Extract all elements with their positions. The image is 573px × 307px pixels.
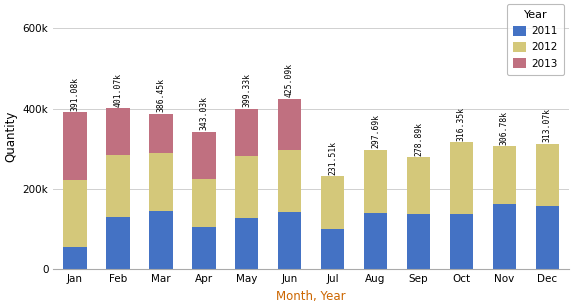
Bar [321, 229, 344, 270]
Bar [192, 179, 215, 227]
Text: 399.33k: 399.33k [242, 73, 251, 107]
Text: 343.03k: 343.03k [199, 96, 208, 130]
Text: 313.07k: 313.07k [543, 108, 552, 142]
Bar [364, 213, 387, 270]
Bar [536, 206, 559, 270]
Text: 391.08k: 391.08k [70, 76, 79, 111]
Text: 297.69k: 297.69k [371, 114, 380, 148]
Bar [493, 146, 516, 204]
Bar [450, 214, 473, 270]
Bar [106, 108, 129, 155]
Bar [235, 156, 258, 218]
Bar [278, 212, 301, 270]
Bar [63, 112, 87, 180]
Bar [106, 217, 129, 270]
X-axis label: Month, Year: Month, Year [276, 290, 346, 303]
Bar [364, 150, 387, 213]
Bar [407, 157, 430, 214]
Text: 306.78k: 306.78k [500, 111, 509, 145]
Bar [407, 214, 430, 270]
Y-axis label: Quantity: Quantity [4, 111, 17, 162]
Bar [235, 218, 258, 270]
Bar [450, 142, 473, 214]
Bar [106, 155, 129, 217]
Text: 386.45k: 386.45k [156, 78, 165, 112]
Bar [192, 227, 215, 270]
Bar [149, 114, 172, 153]
Text: 231.51k: 231.51k [328, 141, 337, 175]
Bar [493, 204, 516, 270]
Bar [149, 211, 172, 270]
Text: 316.35k: 316.35k [457, 107, 466, 141]
Text: 278.89k: 278.89k [414, 122, 423, 156]
Bar [235, 109, 258, 156]
Text: 425.09k: 425.09k [285, 63, 294, 97]
Bar [63, 180, 87, 247]
Bar [278, 150, 301, 212]
Legend: 2011, 2012, 2013: 2011, 2012, 2013 [507, 4, 564, 75]
Bar [278, 99, 301, 150]
Bar [63, 247, 87, 270]
Bar [536, 144, 559, 206]
Text: 401.07k: 401.07k [113, 72, 122, 107]
Bar [149, 153, 172, 211]
Bar [321, 177, 344, 229]
Bar [192, 132, 215, 179]
